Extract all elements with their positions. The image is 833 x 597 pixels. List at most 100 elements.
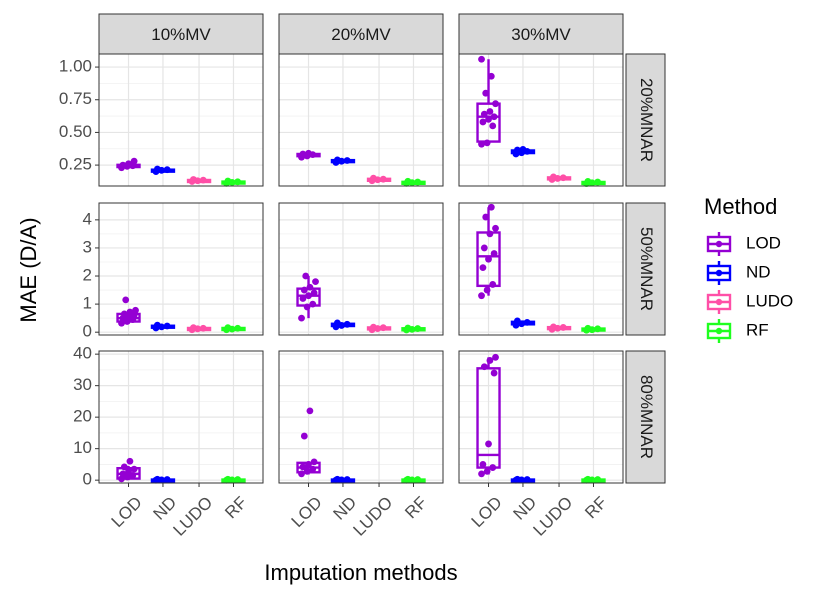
box-ludo: [546, 173, 572, 183]
legend-key-point: [715, 298, 723, 306]
data-point: [310, 289, 318, 297]
data-point: [300, 432, 308, 440]
data-point: [163, 476, 171, 483]
data-point: [486, 230, 494, 238]
data-point: [523, 318, 531, 326]
data-point: [414, 178, 422, 186]
data-point: [132, 306, 139, 314]
box-lod: [476, 203, 501, 300]
y-tick-label: 0.75: [59, 89, 92, 108]
data-point: [299, 295, 307, 302]
data-point: [130, 465, 138, 473]
legend: Method LOD ND LUDO RF: [704, 194, 793, 343]
data-point: [489, 281, 497, 288]
data-point: [482, 213, 490, 221]
data-point: [480, 110, 488, 118]
panel-background: [459, 203, 623, 335]
y-tick-label: 40: [73, 344, 92, 363]
legend-entry-rf: RF: [706, 319, 769, 343]
data-point: [490, 250, 498, 257]
panel-border: [458, 53, 624, 187]
legend-key-point: [715, 269, 723, 277]
data-point: [303, 467, 311, 475]
y-tick-label: 30: [73, 375, 92, 394]
box-lod: [296, 407, 321, 478]
col-strip-label: 10%MV: [151, 25, 211, 44]
data-point: [163, 322, 171, 330]
data-point: [478, 55, 485, 63]
data-point: [343, 157, 351, 164]
data-point: [485, 115, 492, 123]
data-point: [309, 300, 317, 308]
data-point: [310, 458, 318, 466]
data-point: [119, 470, 127, 478]
panel-80-mnar-30-mv: [458, 350, 624, 484]
panel-20-mnar-20-mv: [278, 53, 444, 187]
data-point: [120, 310, 128, 318]
box-lod: [296, 149, 321, 161]
box-ludo: [366, 323, 392, 334]
data-point: [478, 292, 485, 300]
panel-border: [278, 350, 444, 484]
row-strip-50-mnar: [625, 202, 666, 336]
box-rf: [221, 475, 246, 484]
box-nd: [150, 475, 176, 484]
box-lod: [116, 296, 141, 327]
data-point: [300, 286, 308, 294]
panel-border: [458, 350, 624, 484]
data-point: [153, 165, 161, 173]
data-point: [559, 324, 567, 331]
legend-label: ND: [746, 262, 771, 281]
box-ludo: [366, 174, 392, 185]
y-tick-label: 3: [83, 237, 92, 256]
x-tick-label: LOD: [468, 493, 506, 531]
y-tick-label: 4: [83, 209, 92, 228]
data-point: [163, 166, 171, 174]
panel-20-mnar-30-mv: [458, 53, 624, 188]
data-point: [122, 296, 130, 304]
box-nd: [150, 321, 176, 332]
data-point: [333, 319, 341, 327]
legend-entry-nd: ND: [706, 261, 771, 285]
box-nd: [510, 317, 536, 329]
panel-50-mnar-20-mv: [278, 202, 444, 336]
data-point: [333, 156, 341, 164]
data-point: [519, 146, 527, 153]
data-point: [125, 467, 132, 475]
data-point: [120, 463, 128, 471]
data-point: [513, 475, 521, 483]
data-point: [487, 72, 495, 80]
panel-80-mnar-10-mv: [98, 350, 264, 484]
data-point: [153, 475, 161, 483]
data-point: [224, 177, 232, 185]
data-point: [199, 176, 207, 184]
panel-border: [278, 53, 444, 187]
box-nd: [510, 475, 536, 484]
box-nd: [330, 319, 356, 331]
data-point: [485, 440, 492, 448]
box-rf: [221, 324, 246, 334]
data-point: [492, 224, 499, 232]
data-point: [343, 476, 351, 483]
box-ludo: [186, 176, 212, 185]
data-point: [594, 178, 602, 186]
data-point: [480, 244, 488, 252]
box-rf: [581, 178, 606, 188]
data-point: [550, 323, 557, 331]
data-point: [480, 363, 488, 371]
data-point: [303, 303, 311, 311]
data-point: [490, 113, 498, 121]
box-ludo: [546, 323, 572, 333]
col-strip-label: 20%MV: [331, 25, 391, 44]
row-strip-80-mnar: [625, 350, 666, 484]
data-point: [492, 100, 499, 108]
x-tick-label: RF: [221, 493, 250, 522]
data-point: [130, 157, 138, 165]
data-point: [482, 89, 490, 97]
data-point: [594, 325, 602, 333]
data-point: [404, 177, 412, 185]
data-point: [513, 146, 521, 154]
y-tick-label: 1.00: [59, 57, 92, 76]
box-rf: [581, 475, 606, 484]
data-point: [234, 324, 242, 332]
